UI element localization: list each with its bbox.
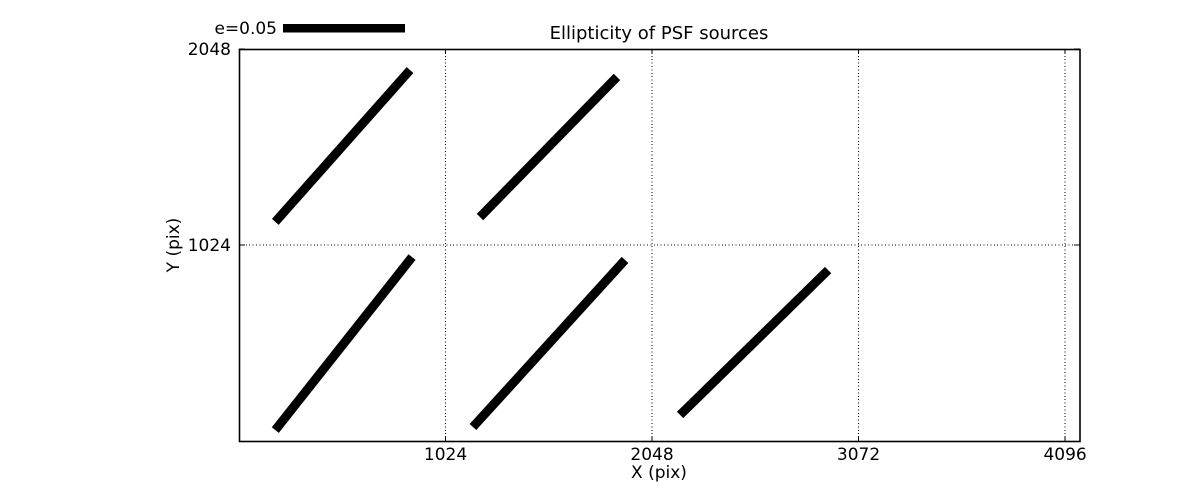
x-tick-label: 2048 [630, 445, 673, 465]
x-tick-label: 3072 [837, 445, 880, 465]
whisker-series [271, 67, 832, 433]
tick-labels: 1024 2048 3072 4096 1024 2048 [188, 40, 1087, 465]
y-tick-label: 1024 [188, 236, 231, 256]
ellipticity-whisker [476, 73, 621, 221]
legend-label: e=0.05 [214, 19, 277, 39]
ellipticity-whisker [469, 256, 629, 431]
ellipticity-whisker [676, 266, 832, 419]
x-tick-label: 4096 [1043, 445, 1086, 465]
chart-title: Ellipticity of PSF sources [550, 23, 769, 44]
axes-border [238, 48, 1081, 443]
ellipticity-whisker [271, 254, 416, 433]
gridlines [239, 49, 1080, 441]
y-tick-label: 2048 [188, 40, 231, 60]
y-axis-label: Y (pix) [164, 218, 184, 274]
ellipticity-whisker [271, 67, 414, 225]
x-axis-label: X (pix) [631, 463, 687, 483]
x-tick-label: 1024 [424, 445, 467, 465]
legend-bar [283, 24, 405, 33]
